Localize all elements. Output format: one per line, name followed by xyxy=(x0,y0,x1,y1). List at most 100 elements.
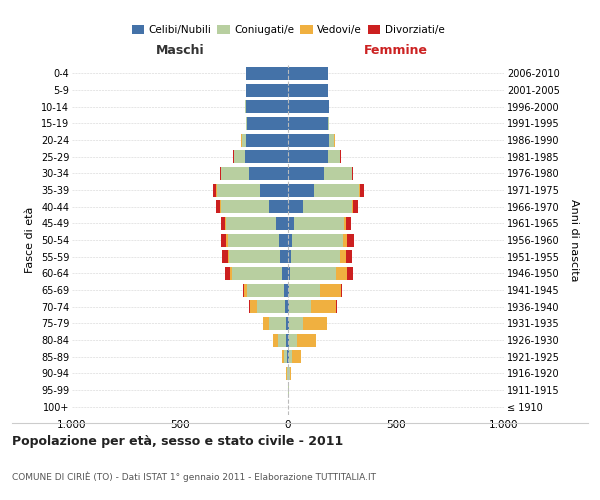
Bar xyxy=(246,117,247,130)
Bar xyxy=(257,300,285,313)
Bar xyxy=(289,300,311,313)
Bar xyxy=(269,200,288,213)
Bar xyxy=(222,250,227,263)
Bar xyxy=(314,184,359,196)
Bar xyxy=(281,350,284,363)
Bar xyxy=(247,117,288,130)
Bar xyxy=(280,250,288,263)
Bar xyxy=(343,234,347,246)
Bar xyxy=(352,167,353,180)
Bar xyxy=(246,100,288,113)
Bar xyxy=(244,284,247,296)
Bar xyxy=(274,334,278,346)
Bar xyxy=(288,117,328,130)
Bar xyxy=(278,334,286,346)
Bar xyxy=(247,284,284,296)
Bar xyxy=(220,167,221,180)
Bar xyxy=(340,250,346,263)
Bar xyxy=(288,184,314,196)
Bar xyxy=(230,267,232,280)
Bar xyxy=(320,284,341,296)
Bar xyxy=(347,234,354,246)
Bar xyxy=(288,267,290,280)
Bar xyxy=(288,234,292,246)
Bar xyxy=(221,217,226,230)
Bar xyxy=(226,217,276,230)
Bar xyxy=(260,184,288,196)
Bar xyxy=(284,350,287,363)
Bar xyxy=(359,184,361,196)
Y-axis label: Anni di nascita: Anni di nascita xyxy=(569,198,579,281)
Bar xyxy=(286,334,288,346)
Text: Popolazione per età, sesso e stato civile - 2011: Popolazione per età, sesso e stato civil… xyxy=(12,435,343,448)
Bar xyxy=(276,217,288,230)
Bar xyxy=(328,117,329,130)
Bar xyxy=(335,300,337,313)
Bar xyxy=(303,200,352,213)
Bar xyxy=(288,250,291,263)
Bar xyxy=(229,250,280,263)
Bar xyxy=(335,267,347,280)
Bar xyxy=(361,184,364,196)
Bar xyxy=(215,200,220,213)
Bar xyxy=(249,167,288,180)
Bar xyxy=(346,217,350,230)
Bar xyxy=(226,267,230,280)
Bar xyxy=(347,267,353,280)
Bar xyxy=(227,250,229,263)
Bar xyxy=(291,250,340,263)
Bar xyxy=(250,300,257,313)
Bar xyxy=(288,200,303,213)
Bar xyxy=(246,67,288,80)
Bar xyxy=(234,150,245,163)
Bar xyxy=(288,334,289,346)
Bar xyxy=(285,300,288,313)
Bar xyxy=(287,350,288,363)
Bar xyxy=(323,167,352,180)
Bar xyxy=(328,150,340,163)
Bar xyxy=(288,217,295,230)
Bar xyxy=(288,350,289,363)
Bar xyxy=(226,234,227,246)
Bar xyxy=(232,267,281,280)
Bar xyxy=(220,200,221,213)
Text: Femmine: Femmine xyxy=(364,44,428,58)
Bar xyxy=(329,134,334,146)
Bar xyxy=(215,184,217,196)
Bar xyxy=(217,184,260,196)
Bar xyxy=(249,300,250,313)
Text: Maschi: Maschi xyxy=(155,44,205,58)
Bar xyxy=(289,284,320,296)
Bar xyxy=(288,84,328,96)
Bar xyxy=(288,150,328,163)
Bar xyxy=(221,167,249,180)
Bar xyxy=(289,334,296,346)
Bar xyxy=(246,134,288,146)
Bar xyxy=(221,234,226,246)
Bar xyxy=(346,250,352,263)
Bar xyxy=(296,334,316,346)
Bar xyxy=(288,167,323,180)
Bar xyxy=(295,217,344,230)
Bar xyxy=(341,284,342,296)
Y-axis label: Fasce di età: Fasce di età xyxy=(25,207,35,273)
Bar xyxy=(284,284,288,296)
Bar xyxy=(280,234,288,246)
Bar xyxy=(353,200,358,213)
Bar xyxy=(269,317,286,330)
Bar xyxy=(290,267,335,280)
Bar xyxy=(288,134,329,146)
Bar xyxy=(344,217,346,230)
Bar xyxy=(288,300,289,313)
Bar xyxy=(292,234,343,246)
Bar xyxy=(286,317,288,330)
Bar xyxy=(289,317,303,330)
Bar xyxy=(245,150,288,163)
Bar xyxy=(289,367,290,380)
Bar xyxy=(246,84,288,96)
Bar xyxy=(289,350,292,363)
Bar xyxy=(227,234,280,246)
Bar xyxy=(311,300,335,313)
Bar xyxy=(263,317,269,330)
Bar xyxy=(288,67,328,80)
